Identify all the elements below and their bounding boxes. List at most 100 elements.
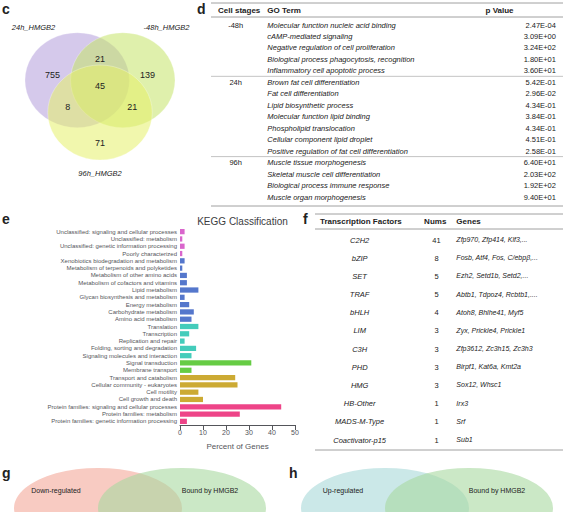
svg-text:bZIP: bZIP — [352, 254, 368, 263]
svg-text:Abtb1, Tdpoz4, Rcbtb1,....: Abtb1, Tdpoz4, Rcbtb1,.... — [455, 291, 537, 299]
svg-text:Protein families: genetic info: Protein families: genetic information pr… — [51, 418, 177, 424]
svg-text:Protein families: metabolism: Protein families: metabolism — [102, 411, 177, 417]
svg-text:GO Term: GO Term — [267, 6, 301, 15]
svg-text:0: 0 — [178, 429, 182, 436]
svg-text:HMG: HMG — [351, 381, 369, 390]
svg-text:g: g — [2, 465, 11, 481]
svg-text:30: 30 — [245, 429, 253, 436]
svg-text:45: 45 — [95, 81, 105, 91]
svg-text:Membrane transport: Membrane transport — [123, 367, 177, 373]
svg-text:Fat cell differentiation: Fat cell differentiation — [267, 89, 338, 98]
svg-text:Signaling molecules and intera: Signaling molecules and interaction — [83, 353, 177, 359]
svg-text:Ezh2, Setd1b, Setd2,...: Ezh2, Setd1b, Setd2,... — [456, 272, 528, 279]
svg-text:Down-regulated: Down-regulated — [31, 487, 81, 495]
svg-text:40: 40 — [268, 429, 276, 436]
svg-text:Atoh8, Bhlhe41, Myf5: Atoh8, Bhlhe41, Myf5 — [455, 309, 523, 317]
svg-text:Metabolism of other amino acid: Metabolism of other amino acids — [91, 272, 177, 278]
svg-text:Lipid biosynthetic process: Lipid biosynthetic process — [267, 101, 353, 110]
svg-text:4.51E-01: 4.51E-01 — [526, 135, 556, 144]
svg-text:Unclassified: genetic informat: Unclassified: genetic information proces… — [60, 243, 177, 249]
svg-text:Genes: Genes — [456, 217, 481, 226]
svg-text:Cell motility: Cell motility — [146, 389, 177, 395]
svg-text:20: 20 — [222, 429, 230, 436]
svg-text:Zfp3612, Zc3h15, Zc3h3: Zfp3612, Zc3h15, Zc3h3 — [455, 345, 532, 353]
svg-text:Phospholipid translocation: Phospholipid translocation — [267, 124, 355, 133]
svg-text:6.40E+01: 6.40E+01 — [524, 158, 556, 167]
svg-text:5.42E-01: 5.42E-01 — [526, 78, 556, 87]
svg-text:Srf: Srf — [456, 418, 466, 425]
svg-text:f: f — [303, 211, 308, 227]
svg-text:Unclassified: metabolism: Unclassified: metabolism — [111, 236, 177, 242]
svg-text:1.80E+01: 1.80E+01 — [524, 55, 556, 64]
svg-text:HB-Other: HB-Other — [344, 399, 376, 408]
svg-text:Cellular community - eukaryote: Cellular community - eukaryotes — [91, 382, 177, 388]
svg-text:9.40E+01: 9.40E+01 — [524, 193, 556, 202]
svg-text:1: 1 — [434, 399, 438, 408]
svg-text:41: 41 — [432, 236, 440, 245]
svg-text:Negative regulation of cell pr: Negative regulation of cell proliferatio… — [267, 43, 395, 52]
svg-text:4: 4 — [434, 308, 438, 317]
svg-text:Protein families: signaling an: Protein families: signaling and cellular… — [48, 404, 177, 410]
svg-text:C2H2: C2H2 — [350, 236, 370, 245]
svg-text:Translation: Translation — [148, 324, 177, 330]
svg-text:MADS-M-Type: MADS-M-Type — [335, 417, 384, 426]
svg-text:Bound by HMGB2: Bound by HMGB2 — [182, 487, 239, 495]
svg-text:96h: 96h — [229, 158, 242, 167]
svg-text:50: 50 — [291, 429, 299, 436]
svg-text:3.60E+01: 3.60E+01 — [524, 66, 556, 75]
svg-text:Muscle organ morphogenesis: Muscle organ morphogenesis — [267, 193, 366, 202]
svg-text:5: 5 — [434, 272, 438, 281]
svg-text:Cellular component lipid dropl: Cellular component lipid droplet — [267, 135, 373, 144]
svg-text:Glycan biosynthesis and metabo: Glycan biosynthesis and metabolism — [80, 294, 177, 300]
svg-text:3: 3 — [434, 363, 438, 372]
svg-text:3.24E+02: 3.24E+02 — [524, 43, 556, 52]
svg-text:8: 8 — [434, 254, 438, 263]
svg-text:e: e — [2, 211, 10, 227]
svg-text:8: 8 — [65, 102, 70, 112]
svg-text:Amino acid metabolism: Amino acid metabolism — [115, 316, 177, 322]
svg-text:Poorly characterized: Poorly characterized — [122, 251, 177, 257]
svg-text:Carbohydrate metabolism: Carbohydrate metabolism — [108, 309, 177, 315]
svg-text:3: 3 — [434, 381, 438, 390]
svg-text:1: 1 — [434, 436, 438, 445]
svg-text:c: c — [2, 1, 10, 17]
svg-text:2.58E-01: 2.58E-01 — [526, 147, 556, 156]
svg-text:Signal transduction: Signal transduction — [126, 360, 177, 366]
svg-text:4.34E-01: 4.34E-01 — [526, 101, 556, 110]
svg-text:PHD: PHD — [352, 363, 368, 372]
svg-text:2.96E-02: 2.96E-02 — [526, 89, 556, 98]
svg-text:Birpf1, Kat6a, Kmt2a: Birpf1, Kat6a, Kmt2a — [456, 363, 521, 371]
svg-text:h: h — [289, 465, 298, 481]
svg-text:p Value: p Value — [486, 6, 515, 15]
svg-text:Unclassified: signaling and ce: Unclassified: signaling and cellular pro… — [56, 229, 177, 235]
svg-text:21: 21 — [95, 54, 105, 64]
svg-text:Irx3: Irx3 — [456, 400, 468, 407]
svg-text:Zyx, Prickle4, Prickle1: Zyx, Prickle4, Prickle1 — [455, 327, 525, 335]
svg-text:Nums: Nums — [424, 217, 447, 226]
svg-text:LIM: LIM — [353, 326, 366, 335]
svg-text:cAMP-mediated signaling: cAMP-mediated signaling — [267, 32, 353, 41]
svg-text:Coactivator-p15: Coactivator-p15 — [333, 436, 387, 445]
svg-text:Energy metabolism: Energy metabolism — [126, 302, 177, 308]
svg-text:3.09E+00: 3.09E+00 — [524, 32, 556, 41]
svg-text:96h_HMGB2: 96h_HMGB2 — [78, 169, 122, 178]
svg-text:2.03E+02: 2.03E+02 — [524, 170, 556, 179]
svg-text:Fosb, Atf4, Fos, C/ebpβ,...: Fosb, Atf4, Fos, C/ebpβ,... — [456, 254, 538, 262]
svg-text:Positive regulation of fat cel: Positive regulation of fat cell differen… — [267, 147, 408, 156]
svg-text:Xenobiotics biodegradation and: Xenobiotics biodegradation and metabolis… — [61, 258, 177, 264]
svg-text:71: 71 — [95, 138, 105, 148]
svg-text:d: d — [197, 1, 206, 17]
svg-text:Up-regulated: Up-regulated — [323, 487, 364, 495]
svg-text:1.92E+02: 1.92E+02 — [524, 181, 556, 190]
svg-text:Muscle tissue morphogenesis: Muscle tissue morphogenesis — [267, 158, 366, 167]
svg-text:Molecular function nucleic aci: Molecular function nucleic acid binding — [267, 21, 396, 30]
svg-text:-48h: -48h — [228, 21, 243, 30]
svg-text:Biological process immune resp: Biological process immune response — [267, 181, 389, 190]
svg-text:3: 3 — [434, 345, 438, 354]
svg-text:10: 10 — [199, 429, 207, 436]
svg-text:Molecular function lipid bindi: Molecular function lipid binding — [267, 112, 370, 121]
svg-text:1: 1 — [434, 417, 438, 426]
svg-text:139: 139 — [140, 70, 155, 80]
svg-text:-48h_HMGB2: -48h_HMGB2 — [144, 23, 191, 32]
svg-text:Folding, sorting and degradati: Folding, sorting and degradation — [91, 345, 177, 351]
